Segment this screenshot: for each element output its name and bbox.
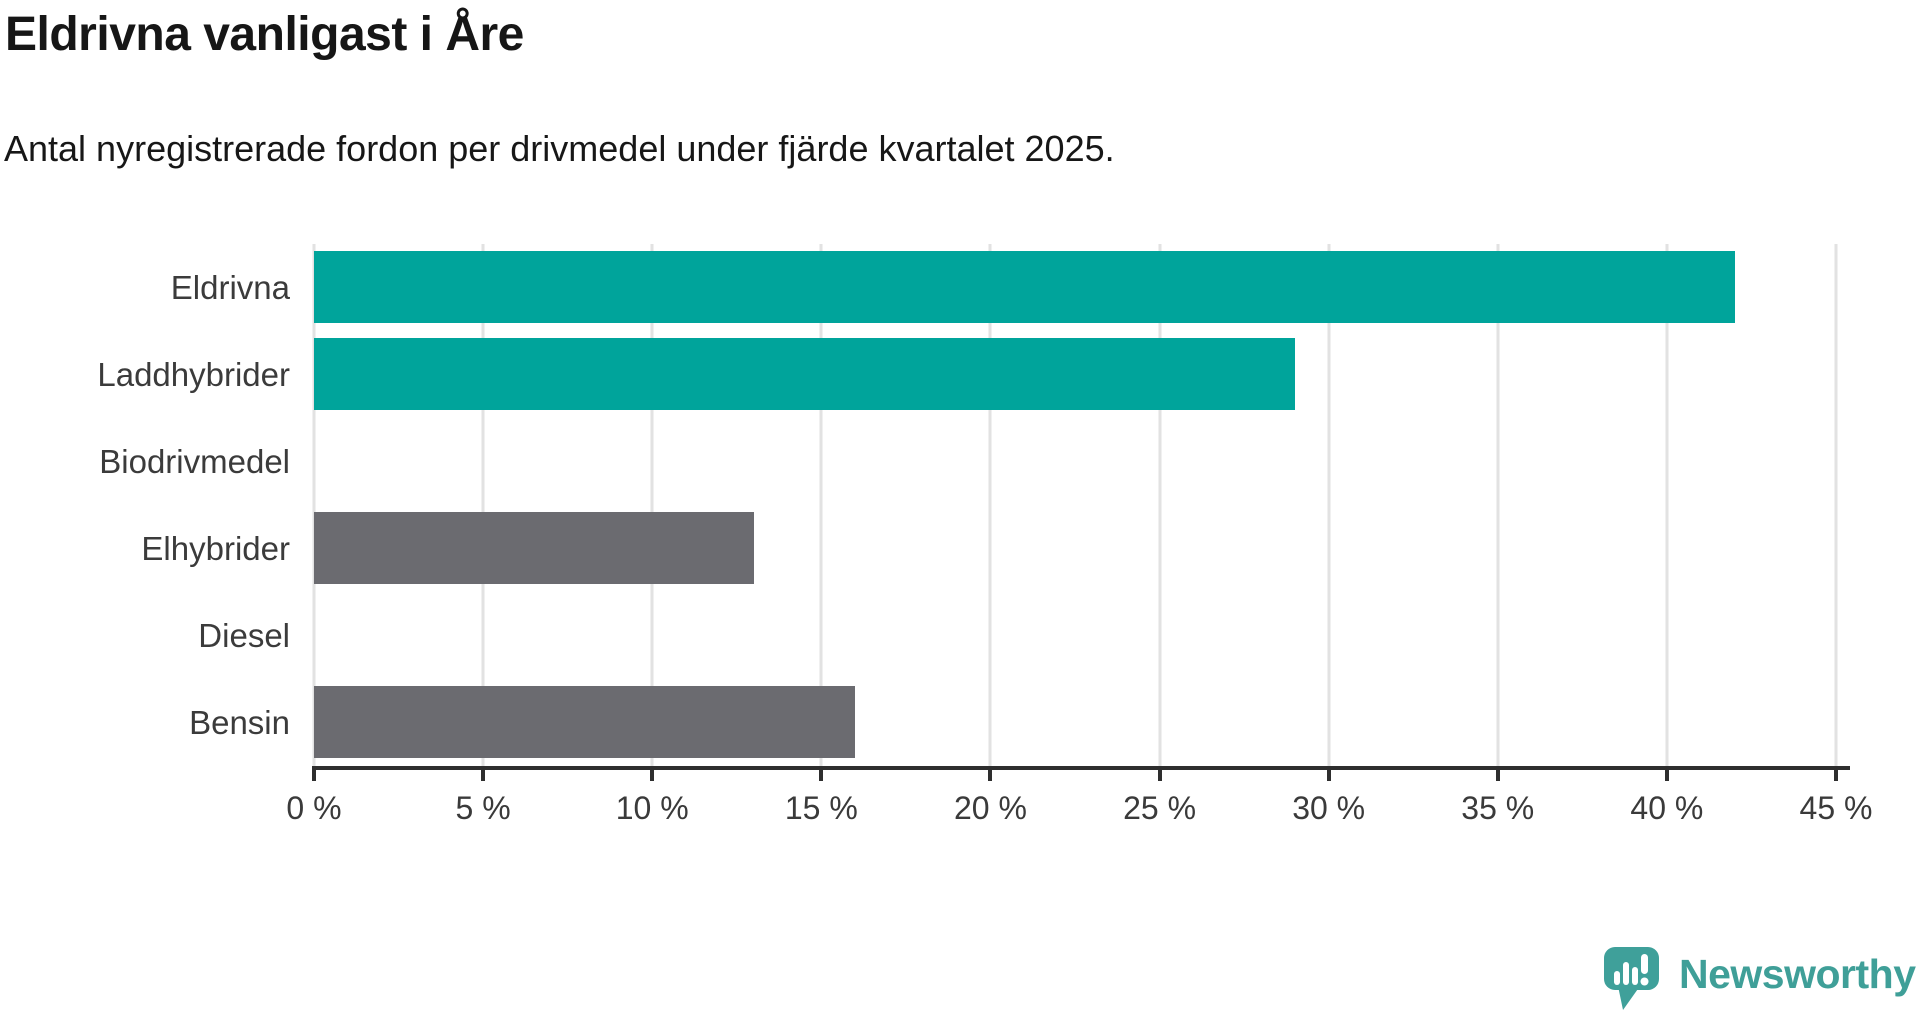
chart-subtitle: Antal nyregistrerade fordon per drivmede…	[4, 128, 1115, 169]
plot-area: 0 % 5 % 10 % 15 % 20 % 25 % 30 % 35 % 40 % 45 %	[286, 244, 1872, 826]
x-axis-tick-label: 20 %	[953, 790, 1027, 826]
gridline	[1834, 244, 1838, 766]
newsworthy-wordmark: Newsworthy	[1679, 950, 1916, 997]
bar-row	[314, 592, 1836, 679]
bar-laddhybrider	[314, 338, 1295, 410]
x-axis-tick-label: 35 %	[1461, 790, 1535, 826]
bar-row	[314, 679, 1836, 766]
x-axis-tick	[481, 766, 486, 781]
gridline	[481, 244, 485, 766]
x-axis-line	[312, 766, 1850, 770]
gridline	[312, 244, 316, 766]
gridline	[1496, 244, 1500, 766]
x-axis-tick	[312, 766, 316, 781]
x-axis-tick	[1157, 766, 1162, 781]
x-axis-tick	[650, 766, 655, 781]
gridline	[988, 244, 992, 766]
gridline	[819, 244, 823, 766]
category-label: Elhybrider	[141, 530, 290, 567]
x-axis-tick	[1664, 766, 1669, 781]
x-axis-tick-label: 40 %	[1630, 790, 1704, 826]
newsworthy-speech-bubble-chart-icon	[1604, 947, 1659, 1010]
gridline	[650, 244, 654, 766]
bar-row	[314, 505, 1836, 592]
category-labels-column: Eldrivna Laddhybrider Biodrivmedel Elhybrid…	[0, 244, 290, 766]
x-axis-tick	[1326, 766, 1331, 781]
x-axis-tick-label: 5 %	[455, 790, 511, 826]
chart-title: Eldrivna vanligast i Åre	[5, 8, 524, 61]
x-axis-tick-label: 45 %	[1799, 790, 1873, 826]
x-axis-tick-label: 10 %	[615, 790, 689, 826]
gridline	[1158, 244, 1162, 766]
x-axis-tick-label: 0 %	[286, 790, 342, 826]
category-label: Biodrivmedel	[99, 443, 290, 480]
gridline	[1665, 244, 1669, 766]
category-label: Laddhybrider	[97, 356, 290, 393]
x-axis-tick	[988, 766, 993, 781]
bar-row	[314, 244, 1836, 331]
bar-elhybrider	[314, 512, 754, 584]
category-label: Diesel	[198, 617, 290, 654]
newsworthy-logo: Newsworthy	[1602, 946, 1916, 1010]
x-axis-tick	[1834, 766, 1838, 781]
x-axis-tick-label: 25 %	[1123, 790, 1197, 826]
category-label: Bensin	[189, 704, 290, 741]
x-axis-tick	[819, 766, 824, 781]
bar-row	[314, 418, 1836, 505]
bar-bensin	[314, 686, 856, 758]
x-axis-tick-label: 30 %	[1292, 790, 1366, 826]
category-label: Eldrivna	[170, 269, 290, 306]
gridline	[1327, 244, 1331, 766]
bar-row	[314, 331, 1836, 418]
bar-eldrivna	[314, 251, 1735, 323]
x-axis-tick-label: 15 %	[784, 790, 858, 826]
x-axis-tick	[1495, 766, 1500, 781]
